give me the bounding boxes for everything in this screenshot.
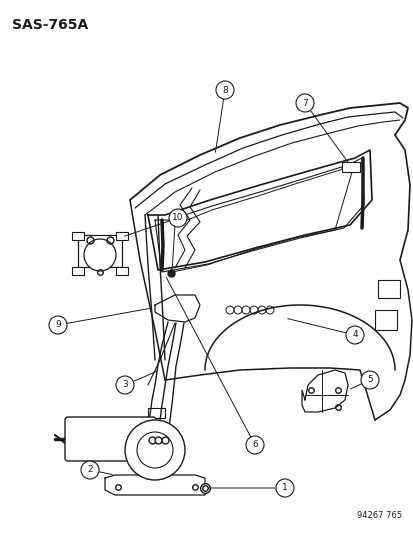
Circle shape	[295, 94, 313, 112]
Circle shape	[360, 371, 378, 389]
FancyBboxPatch shape	[341, 162, 359, 172]
Circle shape	[49, 316, 67, 334]
FancyBboxPatch shape	[72, 267, 84, 275]
Text: SAS-765A: SAS-765A	[12, 18, 88, 32]
Text: 3: 3	[122, 381, 128, 390]
FancyBboxPatch shape	[65, 417, 156, 461]
FancyBboxPatch shape	[116, 232, 128, 240]
Text: 94267 765: 94267 765	[356, 511, 401, 520]
Circle shape	[345, 326, 363, 344]
Text: 1: 1	[281, 483, 287, 492]
FancyBboxPatch shape	[116, 267, 128, 275]
Circle shape	[125, 420, 185, 480]
Text: 10: 10	[172, 214, 183, 222]
Text: 2: 2	[87, 465, 93, 474]
Text: 5: 5	[366, 376, 372, 384]
Circle shape	[84, 239, 116, 271]
Circle shape	[81, 461, 99, 479]
Text: 4: 4	[351, 330, 357, 340]
Text: 8: 8	[222, 85, 227, 94]
Circle shape	[116, 376, 134, 394]
FancyBboxPatch shape	[78, 235, 122, 267]
Text: 7: 7	[301, 99, 307, 108]
FancyBboxPatch shape	[374, 310, 396, 330]
Circle shape	[275, 479, 293, 497]
Text: 6: 6	[252, 440, 257, 449]
Circle shape	[216, 81, 233, 99]
FancyBboxPatch shape	[72, 232, 84, 240]
Circle shape	[169, 209, 187, 227]
Text: 9: 9	[55, 320, 61, 329]
Circle shape	[245, 436, 263, 454]
FancyBboxPatch shape	[377, 280, 399, 298]
